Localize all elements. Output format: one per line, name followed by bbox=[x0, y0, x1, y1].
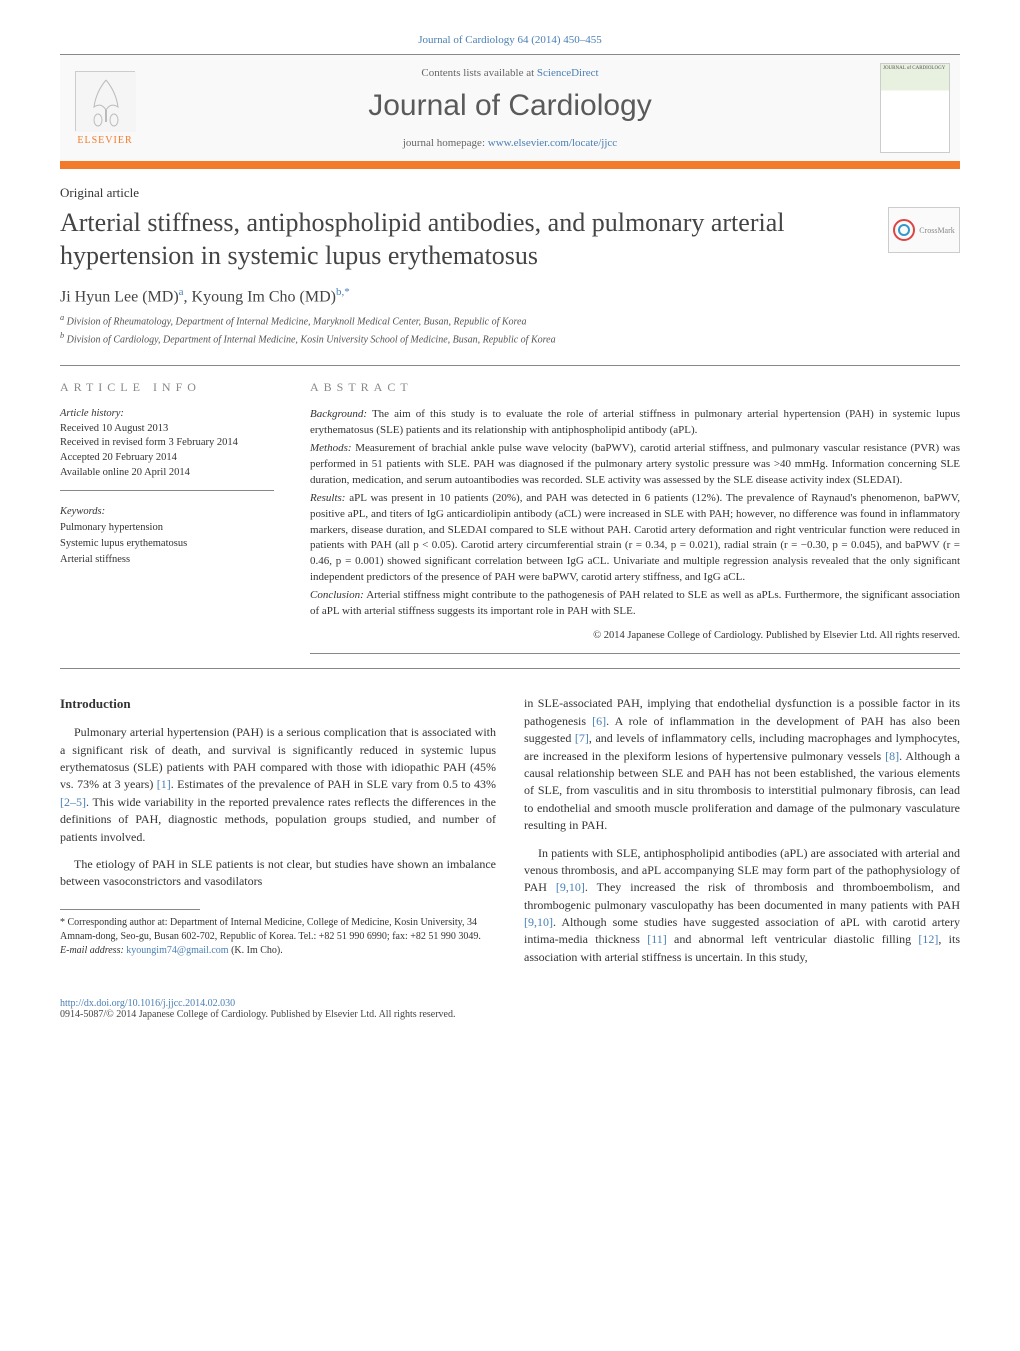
homepage-link[interactable]: www.elsevier.com/locate/jjcc bbox=[488, 137, 617, 149]
running-header: Journal of Cardiology 64 (2014) 450–455 bbox=[60, 34, 960, 46]
affiliations: a Division of Rheumatology, Department o… bbox=[60, 312, 960, 347]
intro-heading: Introduction bbox=[60, 695, 496, 714]
footnote-separator bbox=[60, 909, 200, 910]
ref-link[interactable]: [1] bbox=[157, 777, 171, 791]
author-2-corr: * bbox=[344, 286, 350, 298]
abstract-copyright: © 2014 Japanese College of Cardiology. P… bbox=[310, 628, 960, 643]
header-center: Contents lists available at ScienceDirec… bbox=[150, 55, 870, 161]
keywords-block: Keywords: Pulmonary hypertension Systemi… bbox=[60, 505, 274, 567]
journal-header-box: ELSEVIER Contents lists available at Sci… bbox=[60, 54, 960, 163]
body-text: Introduction Pulmonary arterial hyperten… bbox=[60, 695, 960, 976]
body-para: Pulmonary arterial hypertension (PAH) is… bbox=[60, 724, 496, 846]
abstract-background: Background: The aim of this study is to … bbox=[310, 407, 960, 439]
ref-link[interactable]: [9,10] bbox=[556, 880, 585, 894]
ref-link[interactable]: [2–5] bbox=[60, 795, 86, 809]
revised-date: Received in revised form 3 February 2014 bbox=[60, 436, 274, 451]
ref-link[interactable]: [7] bbox=[575, 731, 589, 745]
column-left: Introduction Pulmonary arterial hyperten… bbox=[60, 695, 496, 976]
elsevier-tree-icon bbox=[75, 71, 135, 131]
author-2: Kyoung Im Cho (MD) bbox=[192, 288, 336, 305]
body-para: in SLE-associated PAH, implying that end… bbox=[524, 695, 960, 834]
keyword: Pulmonary hypertension bbox=[60, 520, 274, 536]
info-abstract-block: ARTICLE INFO Article history: Received 1… bbox=[60, 365, 960, 669]
corr-label: * Corresponding author at: bbox=[60, 917, 167, 928]
sciencedirect-link[interactable]: ScienceDirect bbox=[537, 67, 599, 79]
corresponding-author-footnote: * Corresponding author at: Department of… bbox=[60, 916, 496, 958]
abstract-conclusion: Conclusion: Arterial stiffness might con… bbox=[310, 588, 960, 620]
publisher-logo: ELSEVIER bbox=[60, 55, 150, 161]
title-row: Arterial stiffness, antiphospholipid ant… bbox=[60, 207, 960, 272]
body-para: In patients with SLE, antiphospholipid a… bbox=[524, 845, 960, 967]
journal-name: Journal of Cardiology bbox=[150, 89, 870, 123]
cover-thumbnail-icon: JOURNAL of CARDIOLOGY bbox=[880, 63, 950, 153]
history-label: Article history: bbox=[60, 407, 274, 422]
email-label: E-mail address: bbox=[60, 945, 124, 956]
article-info: ARTICLE INFO Article history: Received 1… bbox=[60, 366, 290, 668]
author-2-aff: b, bbox=[336, 286, 344, 298]
crossmark-badge[interactable]: CrossMark bbox=[888, 207, 960, 253]
contents-prefix: Contents lists available at bbox=[421, 67, 536, 79]
page: Journal of Cardiology 64 (2014) 450–455 … bbox=[0, 0, 1020, 1060]
accepted-date: Accepted 20 February 2014 bbox=[60, 451, 274, 466]
abstract: ABSTRACT Background: The aim of this stu… bbox=[290, 366, 960, 668]
ref-link[interactable]: [12] bbox=[918, 932, 938, 946]
keyword: Systemic lupus erythematosus bbox=[60, 536, 274, 552]
received-date: Received 10 August 2013 bbox=[60, 422, 274, 437]
ref-link[interactable]: [11] bbox=[647, 932, 667, 946]
email-link[interactable]: kyoungim74@gmail.com bbox=[126, 945, 228, 956]
author-sep: , bbox=[184, 288, 192, 305]
ref-link[interactable]: [9,10] bbox=[524, 915, 553, 929]
homepage-prefix: journal homepage: bbox=[403, 137, 488, 149]
online-date: Available online 20 April 2014 bbox=[60, 466, 274, 481]
affiliation-a: a Division of Rheumatology, Department o… bbox=[60, 312, 960, 329]
footer-copyright: 0914-5087/© 2014 Japanese College of Car… bbox=[60, 1009, 960, 1020]
info-heading: ARTICLE INFO bbox=[60, 380, 274, 395]
journal-cover: JOURNAL of CARDIOLOGY bbox=[870, 55, 960, 161]
ref-link[interactable]: [8] bbox=[885, 749, 899, 763]
doi-link[interactable]: http://dx.doi.org/10.1016/j.jjcc.2014.02… bbox=[60, 998, 960, 1009]
article-history: Article history: Received 10 August 2013… bbox=[60, 407, 274, 491]
email-who: (K. Im Cho). bbox=[231, 945, 283, 956]
author-1: Ji Hyun Lee (MD) bbox=[60, 288, 179, 305]
article-type: Original article bbox=[60, 185, 960, 201]
accent-bar bbox=[60, 163, 960, 169]
column-right: in SLE-associated PAH, implying that end… bbox=[524, 695, 960, 976]
publisher-name: ELSEVIER bbox=[77, 135, 132, 146]
abstract-results: Results: aPL was present in 10 patients … bbox=[310, 491, 960, 587]
journal-homepage: journal homepage: www.elsevier.com/locat… bbox=[150, 137, 870, 149]
body-para: The etiology of PAH in SLE patients is n… bbox=[60, 856, 496, 891]
keyword: Arterial stiffness bbox=[60, 552, 274, 568]
authors: Ji Hyun Lee (MD)a, Kyoung Im Cho (MD)b,* bbox=[60, 286, 960, 306]
crossmark-label: CrossMark bbox=[919, 226, 955, 235]
contents-available: Contents lists available at ScienceDirec… bbox=[150, 67, 870, 79]
article-title: Arterial stiffness, antiphospholipid ant… bbox=[60, 207, 878, 272]
ref-link[interactable]: [6] bbox=[592, 714, 606, 728]
abstract-heading: ABSTRACT bbox=[310, 380, 960, 395]
abstract-methods: Methods: Measurement of brachial ankle p… bbox=[310, 441, 960, 489]
keywords-label: Keywords: bbox=[60, 505, 274, 520]
affiliation-b: b Division of Cardiology, Department of … bbox=[60, 330, 960, 347]
